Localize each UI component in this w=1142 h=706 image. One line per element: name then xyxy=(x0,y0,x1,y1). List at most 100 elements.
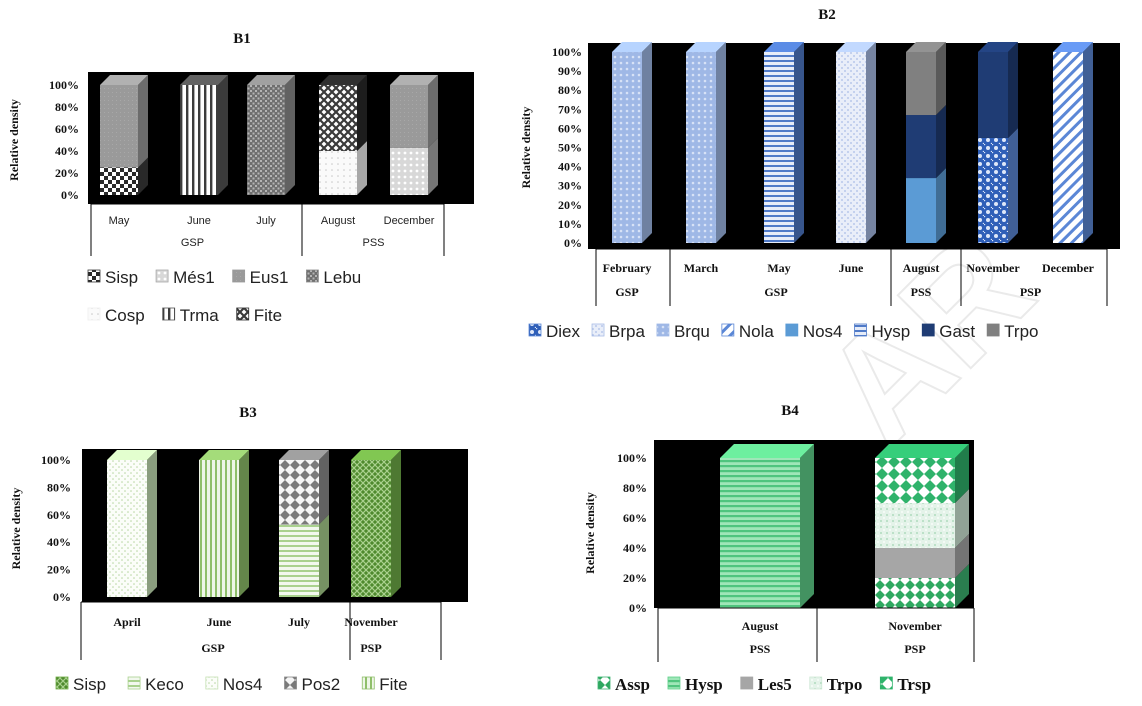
horizontal-lines-icon xyxy=(127,676,141,690)
diamond-dots-icon xyxy=(284,676,297,690)
x-tick-label: July xyxy=(256,215,276,227)
bar-july xyxy=(279,450,329,597)
bar-segment-side-m-s1 xyxy=(428,137,438,195)
legend-label: Hysp xyxy=(685,675,723,694)
legend-b2: Diex Brpa Brqu Nola Nos4 Hysp Gast Trpo xyxy=(528,322,1038,341)
bar-top-face xyxy=(1053,42,1093,52)
legend-label: Fite xyxy=(254,306,282,325)
legend-item-eus1: Eus1 xyxy=(232,268,288,287)
bowtie-icon xyxy=(597,676,611,690)
bar-segment-nos4 xyxy=(107,460,147,597)
bar-march xyxy=(686,42,726,243)
bar-top-face xyxy=(247,75,295,85)
chart-panel-b2: B2 0% 10% 20% 30% 40% 50% 60% 70% 80% 90% 100% Relat… xyxy=(519,7,1120,341)
y-tick-label: 60% xyxy=(623,511,647,525)
crosshatch-icon xyxy=(55,676,69,690)
bar-segment-side-hysp xyxy=(800,444,814,608)
bar-segment-side-sisp xyxy=(391,450,401,597)
bar-top-face xyxy=(875,444,969,458)
y-axis-label-b4: Relative density xyxy=(583,492,597,574)
x-group-label: GSP xyxy=(615,285,638,299)
bar-segment-side-brqu xyxy=(716,42,726,243)
x-tick-label: June xyxy=(839,261,864,275)
bar-segment-trpo xyxy=(906,52,936,116)
bar-top-face xyxy=(319,75,367,85)
y-tick-label: 90% xyxy=(558,64,582,78)
bar-segment-assp xyxy=(875,578,955,608)
legend-item-brpa: Brpa xyxy=(591,322,645,341)
y-tick-label: 80% xyxy=(55,100,79,114)
bar-segment-side-gast xyxy=(936,105,946,179)
legend-item-trpo: Trpo xyxy=(986,322,1038,341)
y-tick-label: 0% xyxy=(61,188,79,202)
bar-december xyxy=(390,75,438,195)
x-tick-label: August xyxy=(903,261,940,275)
y-tick-label: 80% xyxy=(558,83,582,97)
bar-segment-sisp xyxy=(100,167,138,195)
bar-june xyxy=(199,450,249,597)
bar-segment-nola xyxy=(1053,52,1083,243)
legend-label: Trpo xyxy=(1004,322,1038,341)
y-tick-label: 10% xyxy=(558,217,582,231)
legend-label: Brqu xyxy=(674,322,710,341)
bar-november xyxy=(351,450,401,597)
slash-icon xyxy=(721,323,735,337)
chart-panel-b3: B3 0% 20% 40% 60% 80% 100% Relative density Apri… xyxy=(9,405,468,694)
bar-segment-eus1 xyxy=(100,85,138,168)
bar-segment-fite xyxy=(199,460,239,597)
legend-item-sisp: Sisp xyxy=(55,675,106,694)
bar-segment-side-keco xyxy=(319,514,329,597)
bar-segment-side-sisp xyxy=(138,157,148,195)
bar-segment-side-trpo xyxy=(955,489,969,548)
bar-june xyxy=(836,42,876,243)
legend-label: Més1 xyxy=(173,268,215,287)
horizontal-lines-icon xyxy=(854,323,867,337)
bar-segment-pos2 xyxy=(279,460,319,525)
x-group-label: GSP xyxy=(764,285,787,299)
legend-item-hysp: Hysp xyxy=(854,322,910,341)
legend-item-diex: Diex xyxy=(528,322,581,341)
x-tick-label: November xyxy=(344,615,398,629)
bar-segment-trsp xyxy=(875,458,955,503)
legend-item-trma: Trma xyxy=(162,306,219,325)
bar-top-face xyxy=(906,42,946,52)
x-tick-label: August xyxy=(321,215,355,227)
bar-top-face xyxy=(764,42,804,52)
bar-april xyxy=(107,450,157,597)
legend-item-lebu: Lebu xyxy=(306,268,361,287)
solid-icon xyxy=(740,676,754,690)
horizontal-lines-icon xyxy=(667,676,681,690)
x-tick-label: June xyxy=(207,615,232,629)
bar-top-face xyxy=(351,450,401,460)
solid-icon xyxy=(785,323,799,337)
x-group-label: PSS xyxy=(911,285,932,299)
bar-segment-side-trpo xyxy=(936,42,946,116)
x-tick-label: June xyxy=(187,215,211,227)
bar-segment-les5 xyxy=(875,548,955,578)
bar-segment-fite xyxy=(319,85,357,151)
y-tick-label: 100% xyxy=(41,453,71,467)
x-tick-label: November xyxy=(888,619,942,633)
x-group-label: GSP xyxy=(201,641,224,655)
legend-label: Gast xyxy=(939,322,975,341)
y-tick-label: 60% xyxy=(558,121,582,135)
bar-segment-gast xyxy=(906,115,936,179)
y-tick-label: 20% xyxy=(47,563,71,577)
bar-august xyxy=(720,444,814,608)
diagonal-lines-icon xyxy=(591,323,605,337)
x-tick-label: November xyxy=(966,261,1020,275)
bar-top-face xyxy=(100,75,148,85)
bar-december xyxy=(1053,42,1093,243)
diamond-dots-icon xyxy=(528,323,542,337)
bar-segment-side-assp xyxy=(955,564,969,608)
bar-july xyxy=(247,75,295,195)
legend-label: Sisp xyxy=(73,675,106,694)
bar-segment-hysp xyxy=(764,52,794,243)
x-tick-label: July xyxy=(288,615,310,629)
legend-item-m-s1: Més1 xyxy=(155,268,215,287)
legend-label: Trsp xyxy=(897,675,931,694)
checker-icon xyxy=(87,269,101,283)
bar-top-face xyxy=(978,42,1018,52)
legend-label: Nos4 xyxy=(223,675,263,694)
x-group-label: PSS xyxy=(750,642,771,656)
